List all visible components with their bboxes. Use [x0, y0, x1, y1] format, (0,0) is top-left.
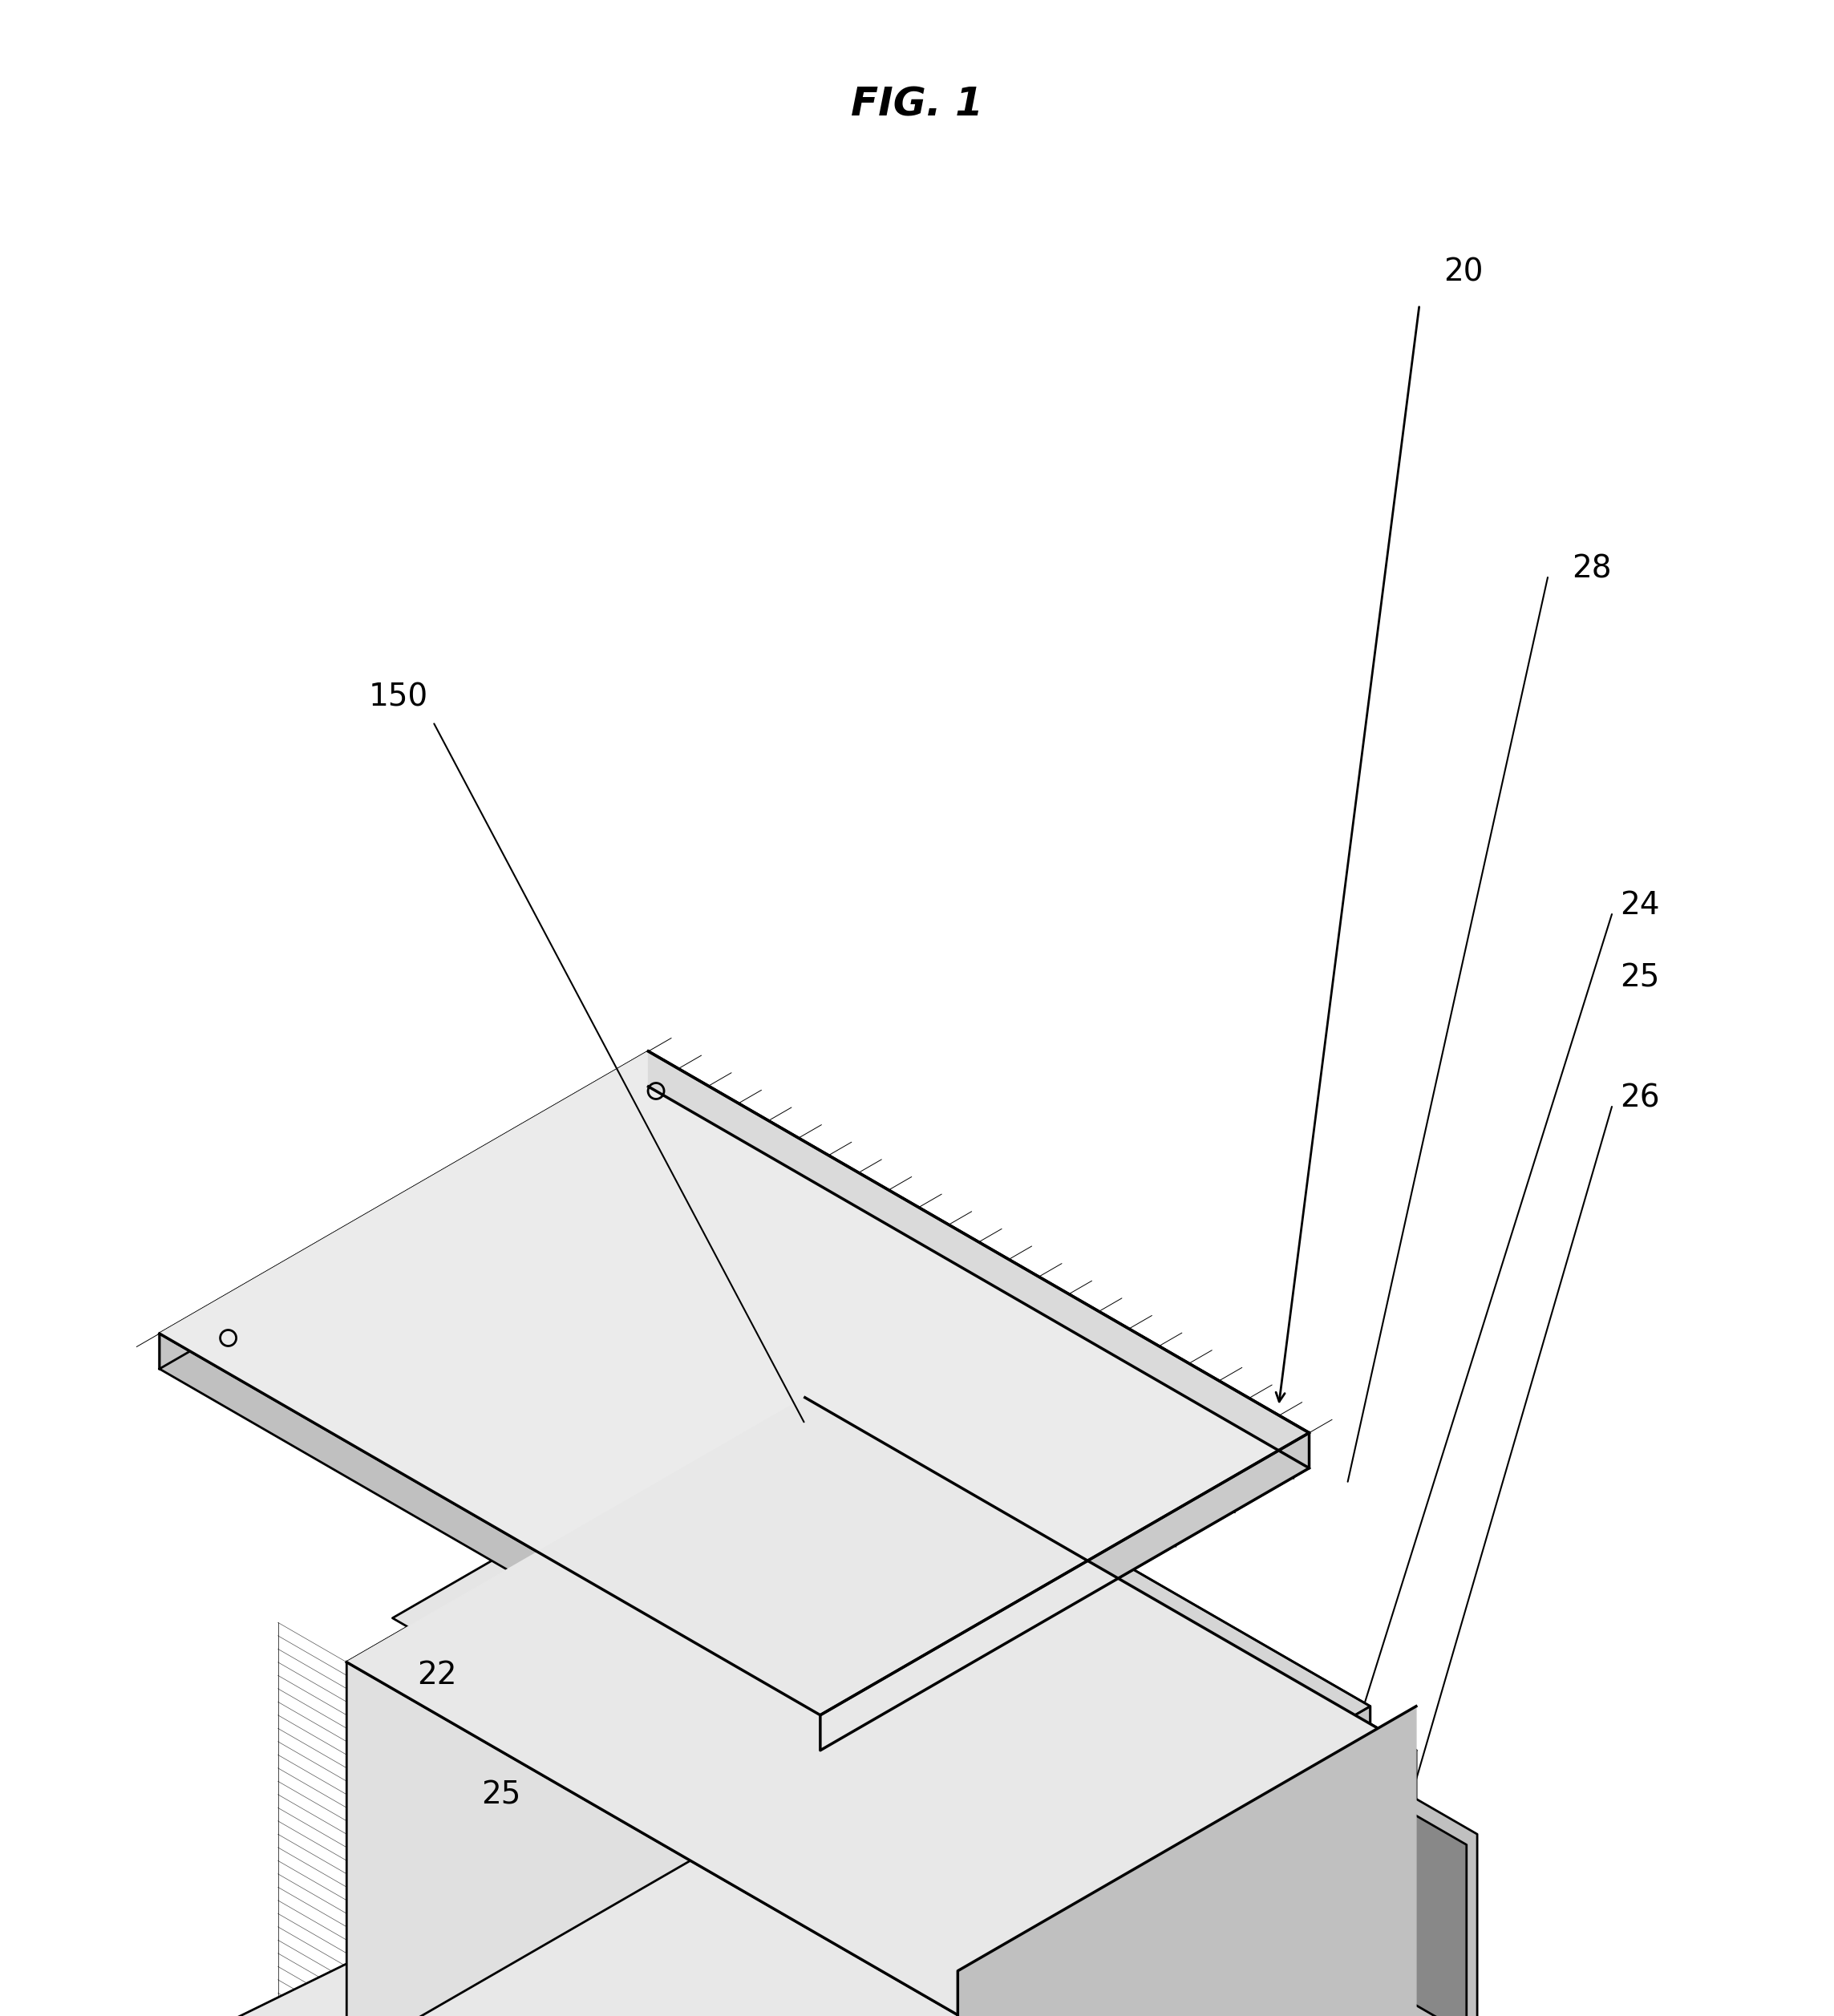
Polygon shape	[1236, 1903, 1265, 1972]
Polygon shape	[1333, 1958, 1363, 2016]
Text: 24: 24	[1619, 891, 1660, 921]
Polygon shape	[1210, 1863, 1394, 2016]
Polygon shape	[649, 1050, 1309, 1468]
Polygon shape	[798, 1456, 1049, 1601]
Polygon shape	[957, 1706, 1370, 1988]
Text: 20: 20	[1443, 256, 1484, 286]
Circle shape	[1100, 1943, 1121, 1964]
Polygon shape	[1044, 1792, 1073, 1861]
Polygon shape	[1364, 1976, 1394, 2016]
Text: 26: 26	[1619, 1083, 1660, 1113]
Polygon shape	[160, 1333, 820, 1750]
Polygon shape	[948, 1736, 978, 1806]
Polygon shape	[611, 1726, 671, 1796]
Polygon shape	[787, 1643, 816, 1714]
Polygon shape	[805, 1397, 1172, 2006]
Polygon shape	[174, 1748, 1588, 2016]
Polygon shape	[767, 1548, 844, 1591]
Polygon shape	[787, 1748, 1588, 2016]
Circle shape	[1102, 1831, 1119, 1847]
Polygon shape	[1012, 1772, 1042, 1843]
Polygon shape	[1108, 1829, 1137, 1899]
Polygon shape	[160, 1050, 649, 1369]
Polygon shape	[160, 1050, 1309, 1716]
Polygon shape	[957, 1750, 1416, 2016]
Polygon shape	[820, 1433, 1309, 1750]
Polygon shape	[851, 1679, 880, 1750]
Text: 25: 25	[1619, 962, 1660, 992]
Polygon shape	[1398, 1996, 1427, 2016]
Polygon shape	[347, 1397, 1416, 2016]
Polygon shape	[1306, 1752, 1376, 1982]
Polygon shape	[1429, 2014, 1458, 2016]
Polygon shape	[820, 1433, 1309, 1750]
Polygon shape	[347, 1397, 805, 2016]
Polygon shape	[844, 1591, 919, 1635]
Polygon shape	[915, 1718, 945, 1786]
Polygon shape	[957, 1706, 1416, 2016]
Polygon shape	[706, 1583, 781, 1627]
Polygon shape	[1205, 1885, 1234, 1954]
Polygon shape	[1077, 1810, 1106, 1879]
Text: 22: 22	[416, 1659, 457, 1691]
Polygon shape	[1172, 1609, 1416, 2016]
Text: FIG. 1: FIG. 1	[851, 85, 983, 123]
Polygon shape	[649, 1050, 1309, 1468]
Polygon shape	[611, 1691, 671, 1762]
Polygon shape	[347, 1397, 1416, 2016]
Polygon shape	[1095, 1802, 1339, 1943]
Text: 150: 150	[369, 681, 429, 712]
Polygon shape	[979, 1754, 1009, 1824]
Polygon shape	[781, 1627, 858, 1671]
Polygon shape	[392, 1379, 1370, 1943]
Polygon shape	[1300, 1939, 1330, 2010]
Polygon shape	[1269, 1921, 1298, 1990]
Polygon shape	[820, 1661, 849, 1732]
Polygon shape	[160, 1050, 1309, 1716]
Text: 28: 28	[1572, 552, 1612, 585]
Polygon shape	[805, 1379, 1370, 1750]
Polygon shape	[1214, 1699, 1284, 1929]
Polygon shape	[1172, 1865, 1201, 1935]
Polygon shape	[1398, 1804, 1467, 2016]
Polygon shape	[1302, 1816, 1339, 2016]
Polygon shape	[1203, 1675, 1476, 2016]
Polygon shape	[1141, 1847, 1170, 1917]
Polygon shape	[884, 1699, 913, 1768]
Text: 25: 25	[481, 1780, 521, 1810]
